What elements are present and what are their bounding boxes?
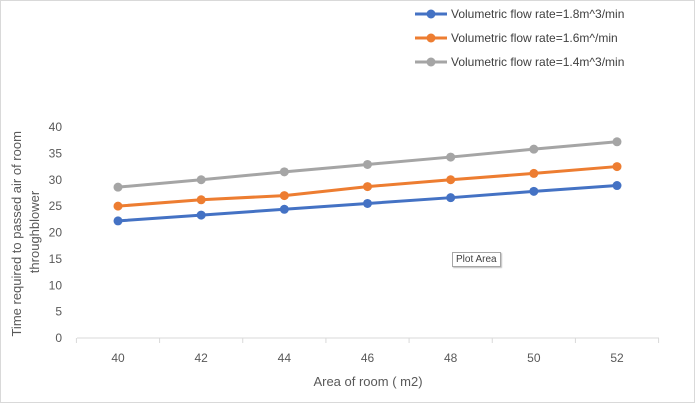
legend-item-1[interactable]: Volumetric flow rate=1.8m^3/min bbox=[415, 7, 624, 21]
data-point[interactable] bbox=[196, 210, 206, 220]
plot-area-tooltip: Plot Area bbox=[452, 252, 501, 267]
legend-marker bbox=[426, 57, 436, 67]
legend-label: Volumetric flow rate=1.4m^3/min bbox=[451, 55, 624, 69]
data-point[interactable] bbox=[113, 216, 123, 226]
data-point[interactable] bbox=[113, 182, 123, 192]
data-point[interactable] bbox=[446, 193, 456, 203]
legend-marker bbox=[426, 9, 436, 19]
data-point[interactable] bbox=[529, 144, 539, 154]
plot-area[interactable] bbox=[113, 137, 622, 226]
data-point[interactable] bbox=[446, 175, 456, 185]
series-1[interactable] bbox=[113, 181, 622, 226]
x-tick-label: 52 bbox=[610, 351, 624, 365]
y-tick-label: 25 bbox=[49, 199, 63, 213]
data-point[interactable] bbox=[279, 191, 289, 201]
data-point[interactable] bbox=[363, 159, 372, 169]
x-tick-label: 50 bbox=[527, 351, 541, 365]
y-axis-ticks: 0 5 10 15 20 25 30 35 40 bbox=[49, 120, 63, 345]
y-tick-label: 5 bbox=[55, 305, 62, 319]
data-point[interactable] bbox=[279, 167, 289, 177]
data-point[interactable] bbox=[279, 204, 289, 214]
legend-item-2[interactable]: Volumetric flow rate=1.6m^/min bbox=[415, 31, 618, 45]
legend-marker bbox=[426, 33, 436, 43]
series-3[interactable] bbox=[113, 137, 622, 192]
data-point[interactable] bbox=[446, 152, 456, 162]
data-point[interactable] bbox=[612, 137, 622, 147]
x-axis-ticks: 40 42 44 46 48 50 52 bbox=[75, 338, 660, 365]
legend-label: Volumetric flow rate=1.8m^3/min bbox=[451, 7, 624, 21]
data-point[interactable] bbox=[612, 181, 622, 191]
y-tick-label: 40 bbox=[49, 120, 63, 134]
legend-label: Volumetric flow rate=1.6m^/min bbox=[451, 31, 618, 45]
legend[interactable]: Volumetric flow rate=1.8m^3/min Volumetri… bbox=[415, 7, 624, 69]
x-axis-title: Area of room ( m2) bbox=[313, 374, 422, 389]
data-point[interactable] bbox=[363, 182, 372, 192]
data-point[interactable] bbox=[196, 175, 206, 185]
y-axis-title-line-2: throughblower bbox=[27, 190, 42, 273]
data-point[interactable] bbox=[196, 195, 206, 205]
data-point[interactable] bbox=[529, 186, 539, 196]
y-axis-title-line-1: Time required to passed air of room bbox=[9, 131, 24, 336]
data-point[interactable] bbox=[612, 162, 622, 172]
series-2[interactable] bbox=[113, 162, 622, 211]
legend-item-3[interactable]: Volumetric flow rate=1.4m^3/min bbox=[415, 55, 624, 69]
y-tick-label: 0 bbox=[55, 331, 62, 345]
data-point[interactable] bbox=[363, 198, 372, 208]
x-tick-label: 42 bbox=[194, 351, 208, 365]
y-tick-label: 30 bbox=[49, 173, 63, 187]
y-tick-label: 20 bbox=[49, 226, 63, 240]
x-tick-label: 44 bbox=[278, 351, 292, 365]
y-tick-label: 35 bbox=[49, 146, 63, 160]
y-tick-label: 10 bbox=[49, 278, 63, 292]
x-tick-label: 48 bbox=[444, 351, 458, 365]
x-tick-label: 40 bbox=[111, 351, 125, 365]
data-point[interactable] bbox=[113, 201, 123, 211]
data-point[interactable] bbox=[529, 168, 539, 178]
x-tick-label: 46 bbox=[361, 351, 375, 365]
y-tick-label: 15 bbox=[49, 252, 63, 266]
y-axis-title: Time required to passed air of room thro… bbox=[9, 127, 42, 336]
